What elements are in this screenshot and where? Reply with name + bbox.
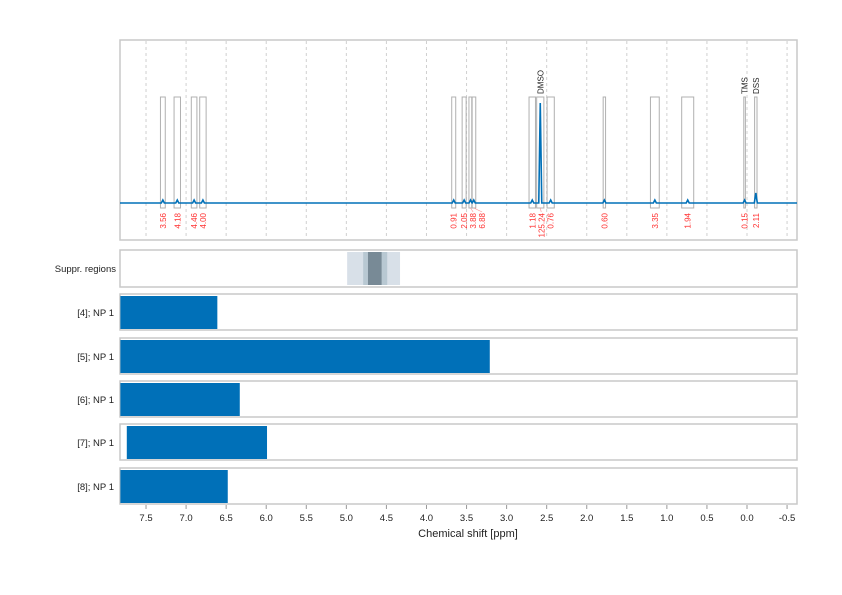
integration-regions [159, 96, 758, 209]
integral-label: 0.60 [600, 212, 609, 228]
x-tick-label: 5.0 [340, 513, 353, 524]
integration-region [461, 96, 467, 209]
track-frame [119, 293, 798, 331]
integral-label: 4.46 [190, 212, 199, 228]
x-tick-label: 1.5 [620, 513, 633, 524]
integration-region [190, 96, 198, 209]
peak-annotation: DMSO [536, 70, 545, 94]
x-tick-label: 0.5 [700, 513, 713, 524]
x-tick-label: 5.5 [300, 513, 313, 524]
track-bar [120, 296, 218, 329]
integral-label: 3.88 [469, 212, 478, 228]
x-axis-label: Chemical shift [ppm] [418, 528, 518, 540]
integration-region [451, 96, 457, 209]
track-label: [6]; NP 1 [77, 395, 114, 406]
integral-label: 4.18 [173, 212, 182, 228]
x-axis: 7.5 7.0 6.5 6.0 5.5 5.0 4.5 4.0 3.5 3.0 2.5 2.0 1.5 1… [139, 505, 795, 524]
integration-region [199, 96, 207, 209]
integral-label: 3.56 [159, 212, 168, 228]
tracks: [4]; NP 1 [5]; NP 1 [6]; NP 1 [7]; NP 1 [8];… [77, 293, 798, 505]
integration-region [649, 96, 660, 209]
suppression-band [367, 252, 382, 285]
x-tick-label: 3.0 [500, 513, 513, 524]
integral-label: 2.05 [460, 212, 469, 228]
peak-annotation: TMS [741, 77, 750, 94]
integral-label: 6.88 [478, 212, 487, 228]
x-tick-label: 2.0 [580, 513, 593, 524]
integral-label: 2.11 [752, 212, 761, 228]
x-tick-label: 7.0 [179, 513, 192, 524]
integral-label: 0.76 [547, 212, 556, 228]
integral-label: 125.24 [537, 212, 546, 237]
x-tick-label: -0.5 [779, 513, 795, 524]
integration-region [471, 96, 477, 209]
spectrum-line [120, 102, 797, 204]
x-tick-label: 6.0 [260, 513, 273, 524]
integral-label: 1.94 [684, 212, 693, 228]
integration-region [546, 96, 555, 209]
integration-region [173, 96, 181, 209]
integration-region [528, 96, 536, 209]
track-label: [4]; NP 1 [77, 308, 114, 319]
x-tick-label: 0.0 [740, 513, 753, 524]
integral-labels: 3.56 4.18 4.46 4.00 0.91 2.05 3.88 6.88 1.18 125.… [159, 70, 761, 237]
integration-region [602, 96, 607, 209]
suppression-label: Suppr. regions [55, 264, 117, 275]
integration-region [159, 96, 166, 209]
track-label: [7]; NP 1 [77, 438, 114, 449]
x-tick-label: 1.0 [660, 513, 673, 524]
peak-annotation: DSS [752, 78, 761, 94]
integral-label: 0.15 [741, 212, 750, 228]
track-label: [8]; NP 1 [77, 482, 114, 493]
integral-label: 1.18 [528, 212, 537, 228]
x-tick-label: 7.5 [139, 513, 152, 524]
track-label: [5]; NP 1 [77, 352, 114, 363]
integral-leader-line [470, 207, 474, 213]
x-tick-label: 2.5 [540, 513, 553, 524]
track-bar [120, 470, 228, 503]
grid-lines [145, 41, 788, 239]
spectrum-panel [119, 39, 798, 241]
track-bar [120, 340, 490, 373]
integration-region [743, 96, 746, 209]
x-tick-label: 4.0 [420, 513, 433, 524]
integration-region [681, 96, 695, 209]
integral-label: 0.91 [450, 212, 459, 228]
suppression-panel: Suppr. regions [55, 249, 798, 288]
track-bar [126, 426, 268, 459]
integral-label: 4.00 [199, 212, 208, 228]
track-frame [119, 467, 798, 505]
x-tick-label: 4.5 [380, 513, 393, 524]
integral-leader-line [539, 207, 542, 213]
track-bar [120, 383, 240, 416]
x-tick-label: 3.5 [460, 513, 473, 524]
suppression-frame [119, 249, 798, 288]
integral-leader-line [473, 207, 483, 213]
integral-label: 3.35 [651, 212, 660, 228]
integration-region [754, 96, 758, 209]
x-tick-label: 6.5 [220, 513, 233, 524]
